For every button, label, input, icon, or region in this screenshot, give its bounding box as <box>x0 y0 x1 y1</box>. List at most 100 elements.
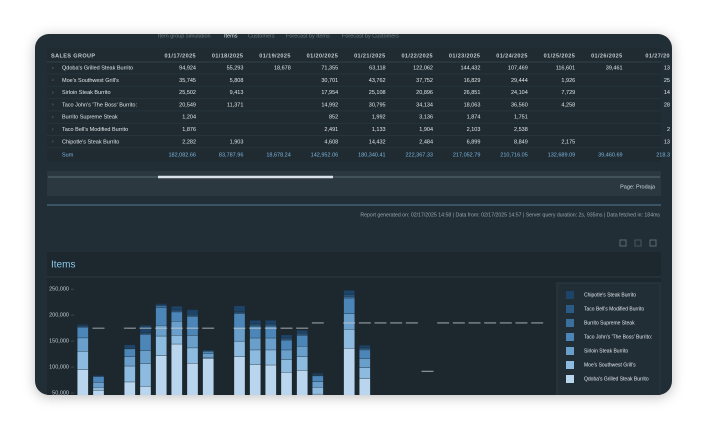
cell: 28 <box>664 102 670 108</box>
cell: 852 <box>329 115 338 121</box>
legend-swatch[interactable] <box>566 347 574 355</box>
y-tick-label: 50,000 <box>52 390 69 396</box>
bar-segment <box>186 314 199 316</box>
legend-label[interactable]: Sirloin Steak Burrito <box>584 348 628 354</box>
expand-icon[interactable]: › <box>52 139 54 145</box>
legend-swatch[interactable] <box>566 333 574 341</box>
bar-segment <box>280 337 293 340</box>
cell: 30,701 <box>321 78 338 84</box>
row-label: Sirloin Steak Burrito <box>62 90 111 96</box>
bar-segment <box>77 324 89 326</box>
cell: 1,904 <box>419 127 433 133</box>
tab[interactable]: Forecast by Customers <box>342 33 399 39</box>
bar-segment <box>359 367 371 379</box>
bar-segment <box>218 399 229 419</box>
legend <box>556 282 661 395</box>
cell: 25 <box>664 78 670 84</box>
bar-segment <box>139 334 152 351</box>
cell: 43,762 <box>369 78 386 84</box>
bar-segment <box>280 359 293 373</box>
bar-segment <box>343 313 355 330</box>
bar-segment <box>249 337 261 351</box>
expand-icon[interactable]: › <box>52 65 54 71</box>
legend-label[interactable]: Moe's Southwest Grill's <box>584 362 636 368</box>
bar-segment <box>343 348 355 395</box>
bar-segment <box>265 324 277 327</box>
cell: 14 <box>664 90 670 96</box>
cell: 14,992 <box>321 102 338 108</box>
legend-swatch[interactable] <box>566 305 574 313</box>
cell: 25,502 <box>179 90 196 96</box>
cell: 35,745 <box>179 78 196 84</box>
bar-segment <box>312 381 324 388</box>
legend-label[interactable]: Burrito Supreme Steak <box>584 320 635 326</box>
cell: 18,063 <box>464 102 481 108</box>
bar-segment <box>109 409 120 419</box>
legend-label[interactable]: Chipotle's Steak Burrito <box>584 292 636 298</box>
bar-segment <box>343 290 355 296</box>
cell: 1,926 <box>561 78 575 84</box>
row-label: Moe's Southwest Grill's <box>62 78 119 84</box>
legend-swatch[interactable] <box>566 319 574 327</box>
bar-segment <box>186 347 199 364</box>
sum-cell: 132,689.09 <box>548 152 576 158</box>
bar-segment <box>202 349 214 352</box>
row-label: Qdoba's Grilled Steak Burrito <box>62 65 133 71</box>
expand-icon[interactable]: › <box>52 127 54 133</box>
expand-icon[interactable]: › <box>52 90 54 96</box>
bar-segment <box>233 312 246 314</box>
cell: 20,896 <box>416 90 433 96</box>
bar-segment <box>139 386 152 395</box>
legend-swatch[interactable] <box>566 291 574 299</box>
panel-content: Items Page: Prodaja Report generated on:… <box>47 33 670 419</box>
column-header: 01/19/2025 <box>259 53 291 59</box>
bar-segment <box>280 338 293 341</box>
expand-icon[interactable]: › <box>52 115 54 121</box>
column-header: 01/20/2025 <box>307 53 339 59</box>
bar-segment <box>155 307 167 326</box>
bar-segment <box>77 337 89 352</box>
legend-swatch[interactable] <box>566 375 574 383</box>
bar-segment <box>296 356 308 371</box>
legend-swatch[interactable] <box>566 361 574 369</box>
cell: 7,729 <box>561 90 575 96</box>
legend-label[interactable]: Taco Bell's Modified Burrito <box>584 306 644 312</box>
tab[interactable]: Customers <box>248 33 275 39</box>
tab[interactable]: Forecast by Items <box>286 33 330 39</box>
cell: 25,108 <box>369 90 386 96</box>
legend-label[interactable]: Taco John's 'The Boss' Burrito: <box>584 334 652 340</box>
cell: 4,258 <box>561 102 575 108</box>
chart-tools[interactable] <box>619 239 657 247</box>
bar-segment <box>265 349 277 366</box>
cell: 8,849 <box>514 139 528 145</box>
cell: 13 <box>664 65 670 71</box>
row-label: Burrito Supreme Steak <box>62 115 118 121</box>
sum-label: Sum <box>62 152 74 158</box>
column-header: 01/23/2025 <box>449 53 481 59</box>
bar-segment <box>186 316 199 336</box>
bar-segment <box>139 333 152 335</box>
bar-segment <box>359 378 371 395</box>
cell: 2,491 <box>324 127 338 133</box>
bar-segment <box>171 335 183 345</box>
cell: 144,432 <box>461 65 481 71</box>
cell: 13 <box>664 139 670 145</box>
bar-segment <box>265 364 277 395</box>
tab[interactable]: Item group simulation <box>158 33 211 39</box>
cell: 71,355 <box>321 65 338 71</box>
y-tick-label: 200,000 <box>49 313 69 319</box>
tab[interactable]: Items <box>224 33 238 39</box>
column-header: 01/27/20 <box>645 53 670 59</box>
bar-segment <box>249 320 261 325</box>
cell: 24,104 <box>511 90 528 96</box>
cell: 116,601 <box>556 65 575 71</box>
page-button[interactable]: Page: Prodaja <box>620 184 656 190</box>
cell: 2,175 <box>561 139 575 145</box>
expand-icon[interactable]: › <box>52 102 54 108</box>
cell: 16,829 <box>464 78 481 84</box>
expand-icon[interactable]: › <box>52 78 54 84</box>
pager-bar <box>47 171 661 196</box>
bar-segment <box>124 348 136 357</box>
legend-label[interactable]: Qdoba's Grilled Steak Burrito <box>584 376 649 382</box>
bar-segment <box>155 303 167 305</box>
